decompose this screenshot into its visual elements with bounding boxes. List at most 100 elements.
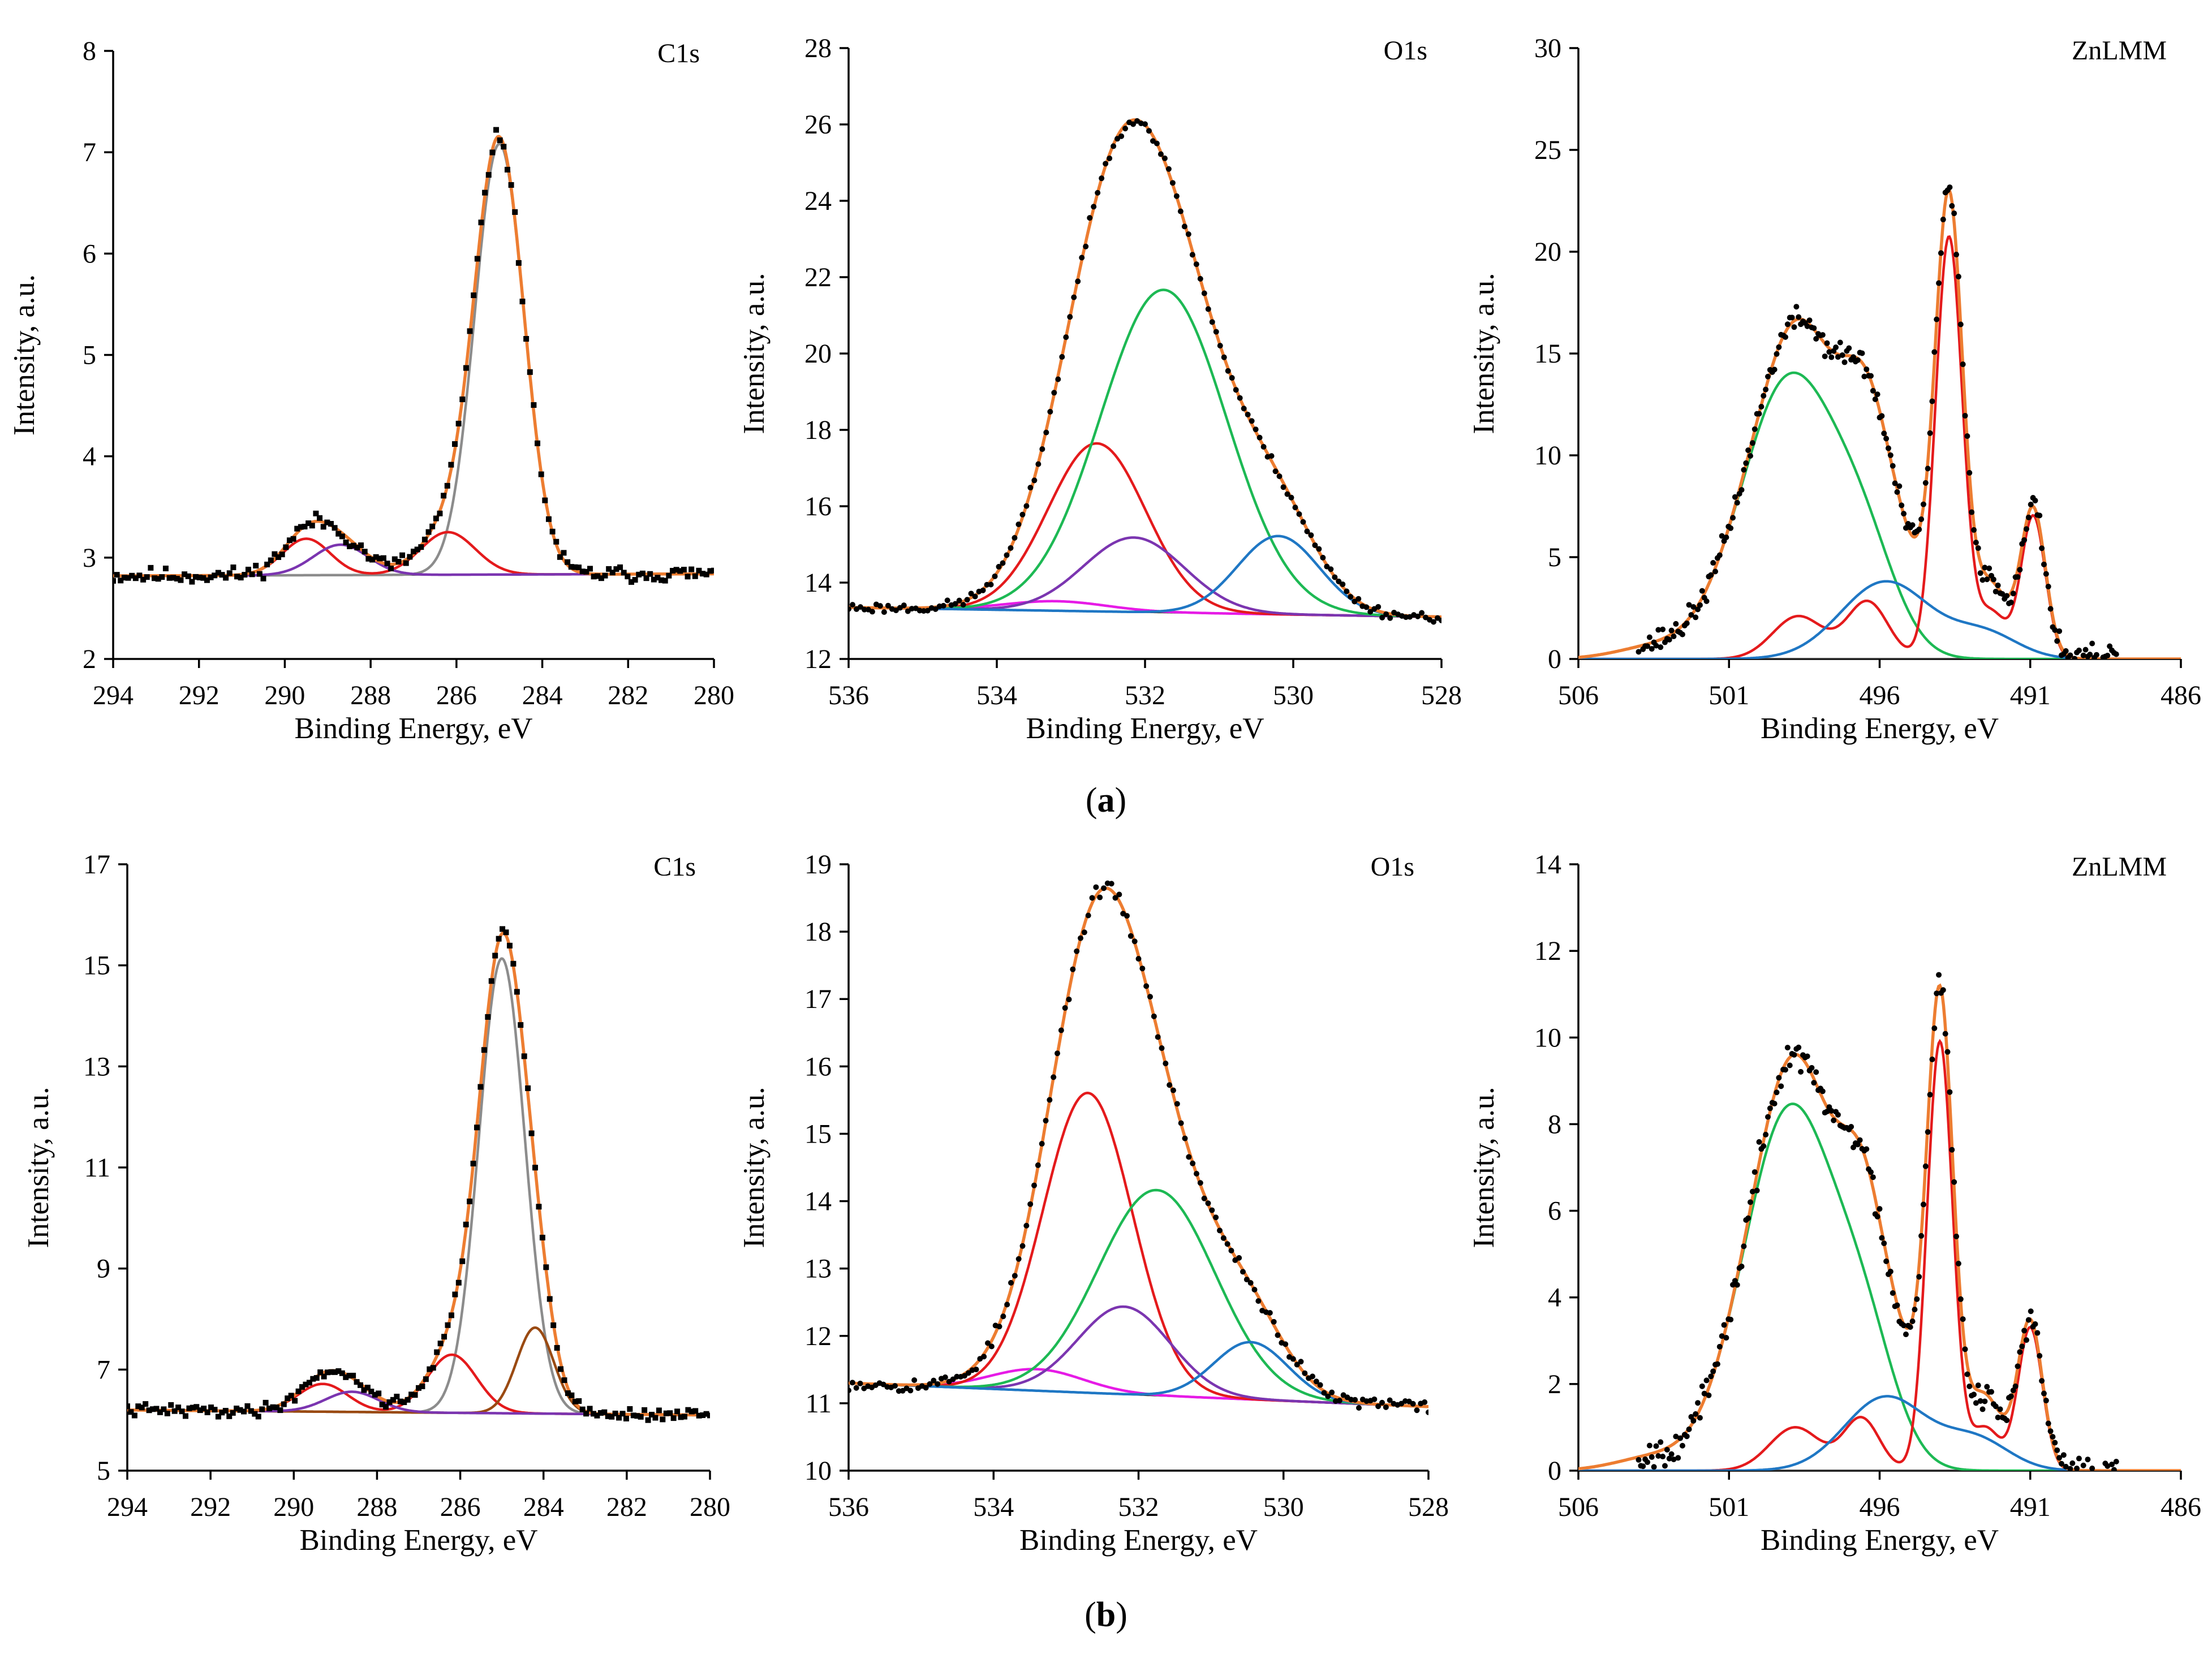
data-point bbox=[1870, 1174, 1876, 1180]
data-point bbox=[1666, 636, 1672, 643]
data-point bbox=[1686, 1426, 1692, 1432]
y-tick-label: 10 bbox=[1534, 1023, 1561, 1053]
data-point bbox=[1833, 344, 1839, 351]
data-point bbox=[478, 219, 484, 226]
y-tick-label: 2 bbox=[83, 644, 96, 674]
data-point bbox=[2028, 1308, 2034, 1315]
data-point bbox=[1874, 1213, 1880, 1220]
data-point bbox=[196, 574, 203, 580]
chart-panel-a-O1s: 12 14 16 18 20 22 24 26 28 536 534 532 530 528 Binding… bbox=[738, 33, 1462, 745]
data-point bbox=[1885, 445, 1891, 451]
data-point bbox=[2105, 1463, 2111, 1469]
data-point bbox=[144, 574, 150, 580]
data-point bbox=[1791, 1052, 1797, 1058]
data-point bbox=[546, 1296, 553, 1302]
data-point bbox=[2043, 1398, 2049, 1404]
data-point bbox=[1023, 503, 1030, 509]
x-tick-label: 496 bbox=[1860, 1492, 1900, 1522]
data-point bbox=[430, 1365, 436, 1371]
data-point bbox=[493, 127, 500, 133]
data-point bbox=[696, 567, 702, 574]
data-point bbox=[1854, 1141, 1861, 1148]
data-point bbox=[1644, 1459, 1650, 1466]
data-point bbox=[1942, 1031, 1948, 1037]
data-point bbox=[148, 565, 154, 571]
data-point bbox=[1953, 252, 1960, 258]
data-point bbox=[266, 1406, 273, 1412]
data-point bbox=[1124, 913, 1130, 919]
data-point bbox=[377, 555, 383, 562]
data-point bbox=[260, 575, 266, 581]
data-point bbox=[1178, 1120, 1184, 1126]
data-point bbox=[1734, 1282, 1740, 1288]
data-point bbox=[2076, 647, 2082, 653]
data-point bbox=[273, 1404, 279, 1411]
data-point bbox=[1268, 453, 1275, 459]
data-point bbox=[639, 570, 645, 576]
data-point bbox=[204, 577, 210, 583]
data-point bbox=[1723, 535, 1729, 541]
data-point bbox=[685, 1407, 691, 1413]
data-point bbox=[1962, 1346, 1968, 1352]
data-point bbox=[2054, 638, 2060, 644]
data-point bbox=[256, 571, 262, 577]
data-point bbox=[332, 525, 338, 531]
data-point bbox=[518, 1022, 524, 1028]
data-point bbox=[869, 609, 875, 615]
data-point bbox=[1116, 891, 1122, 898]
data-point bbox=[1936, 972, 1942, 978]
data-point bbox=[1209, 1207, 1215, 1213]
data-point bbox=[632, 577, 638, 583]
data-point bbox=[1819, 1088, 1826, 1094]
data-point bbox=[1107, 155, 1113, 161]
data-point bbox=[1982, 565, 1988, 571]
data-point bbox=[1754, 1187, 1760, 1193]
data-point bbox=[849, 1387, 851, 1394]
data-point bbox=[2087, 652, 2093, 658]
data-point bbox=[1721, 1322, 1727, 1328]
data-point bbox=[230, 1410, 236, 1416]
data-point bbox=[1947, 184, 1953, 191]
data-point bbox=[361, 1387, 367, 1393]
data-point bbox=[395, 559, 402, 565]
data-point bbox=[2074, 1466, 2080, 1471]
data-point bbox=[510, 960, 517, 967]
data-point bbox=[1321, 1390, 1327, 1396]
data-point bbox=[2028, 501, 2034, 507]
data-point bbox=[1284, 491, 1290, 497]
data-point bbox=[1224, 1241, 1230, 1247]
data-point bbox=[688, 1408, 695, 1415]
data-point bbox=[591, 574, 597, 580]
x-tick-label: 528 bbox=[1408, 1492, 1449, 1522]
data-point bbox=[536, 1204, 542, 1210]
data-point bbox=[1931, 1025, 1938, 1031]
data-point bbox=[2067, 1466, 2073, 1471]
data-point bbox=[155, 576, 161, 582]
data-point bbox=[2041, 1390, 2047, 1397]
data-point bbox=[1066, 996, 1072, 1002]
x-tick-label: 282 bbox=[606, 1492, 647, 1522]
data-point bbox=[161, 1406, 167, 1412]
data-point bbox=[496, 936, 502, 942]
data-point bbox=[587, 566, 593, 572]
data-point bbox=[168, 1402, 174, 1408]
data-point bbox=[482, 189, 488, 196]
data-point bbox=[2058, 1460, 2064, 1467]
data-point bbox=[373, 554, 379, 560]
chart-panel-a-ZnLMM: 0 5 10 15 20 25 30 506 501 496 491 486 Binding Energ… bbox=[1468, 33, 2201, 745]
data-point bbox=[1957, 321, 1964, 328]
y-tick-label: 11 bbox=[84, 1153, 110, 1183]
curves-group bbox=[849, 880, 1428, 1415]
data-point bbox=[1155, 1034, 1161, 1040]
data-point bbox=[171, 1408, 178, 1414]
data-point bbox=[1095, 189, 1101, 196]
data-point bbox=[892, 1383, 898, 1389]
data-point bbox=[861, 606, 867, 613]
data-point bbox=[1686, 602, 1692, 608]
data-point bbox=[645, 1417, 651, 1423]
data-point bbox=[121, 575, 127, 581]
data-point bbox=[1139, 966, 1146, 972]
data-point bbox=[1332, 574, 1338, 580]
data-point bbox=[313, 1375, 320, 1381]
data-point bbox=[1828, 1108, 1835, 1114]
